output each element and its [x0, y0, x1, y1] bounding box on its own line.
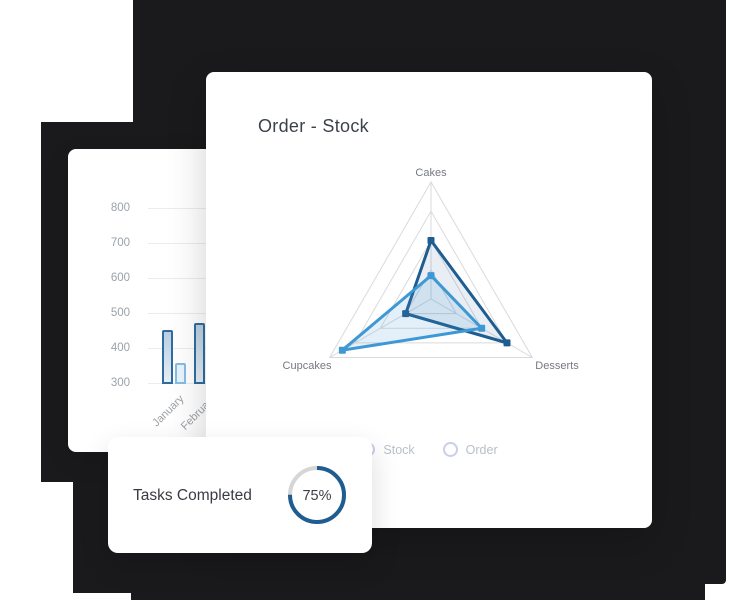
radar-series-Stock [404, 239, 509, 345]
radar-grid-ring [404, 268, 458, 315]
radar-point-Stock [402, 310, 410, 318]
radar-axis-line [430, 298, 533, 358]
background-shape-bottom [131, 553, 705, 600]
radar-point-Order [338, 346, 346, 354]
donut-percent-text: 75% [302, 488, 331, 504]
radar-series-Order [340, 274, 484, 352]
radar-axis-label-cupcakes: Cupcakes [282, 360, 332, 372]
radar-axis-line [329, 298, 432, 358]
bar-dark-blue-February [194, 322, 205, 384]
legend-item-order[interactable]: Order [442, 442, 498, 457]
legend-circle-icon [442, 442, 458, 457]
radar-point-Stock [503, 339, 511, 347]
tasks-completed-label: Tasks Completed [133, 487, 252, 504]
legend-label-order: Order [465, 442, 498, 457]
radar-axis-label-desserts: Desserts [535, 360, 579, 372]
bar-light-blue-January [175, 363, 186, 384]
radar-grid-ring [328, 181, 534, 358]
radar-grid-ring [354, 210, 508, 344]
bar-ytick-label: 500 [110, 307, 130, 319]
bar-dark-blue-January [162, 329, 173, 384]
radar-axis-label-cakes: Cakes [415, 167, 447, 179]
tasks-completed-card: Tasks Completed 75% [108, 437, 372, 553]
donut-progress-ring [288, 466, 346, 524]
bar-ytick-label: 300 [110, 377, 130, 389]
bar-ytick-label: 600 [110, 272, 130, 284]
card-title: Order - Stock [258, 116, 369, 136]
progress-donut: 75% [288, 466, 346, 524]
radar-point-Order [427, 272, 435, 280]
radar-point-Order [478, 324, 486, 332]
radar-point-Stock [427, 237, 435, 244]
radar-grid-ring [379, 239, 483, 329]
bar-ytick-label: 800 [110, 202, 130, 214]
legend-label-stock: Stock [383, 442, 415, 457]
bar-ytick-label: 400 [110, 342, 130, 354]
bar-ytick-label: 700 [110, 237, 130, 249]
